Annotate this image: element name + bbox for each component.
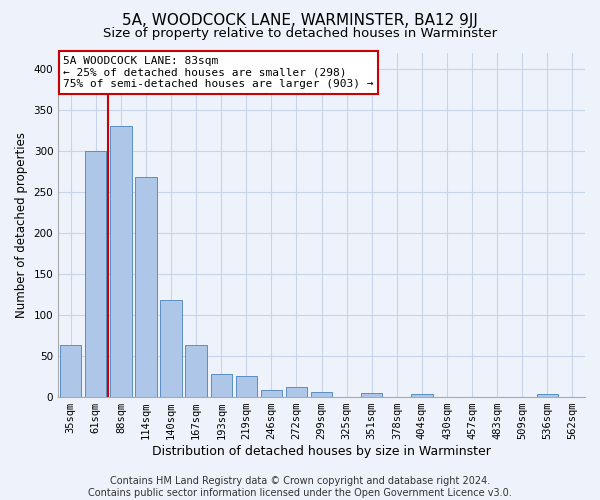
Bar (411, 394, 433, 396)
Bar (286, 387, 307, 396)
Bar (211, 374, 232, 396)
Text: 5A WOODCOCK LANE: 83sqm
← 25% of detached houses are smaller (298)
75% of semi-d: 5A WOODCOCK LANE: 83sqm ← 25% of detache… (64, 56, 374, 89)
Bar (160, 300, 182, 396)
Bar (185, 345, 207, 397)
Bar (361, 394, 382, 396)
Bar (85, 151, 106, 396)
Bar (110, 126, 131, 396)
Bar (60, 345, 82, 397)
Text: 5A, WOODCOCK LANE, WARMINSTER, BA12 9JJ: 5A, WOODCOCK LANE, WARMINSTER, BA12 9JJ (122, 12, 478, 28)
X-axis label: Distribution of detached houses by size in Warminster: Distribution of detached houses by size … (152, 444, 491, 458)
Text: Contains HM Land Registry data © Crown copyright and database right 2024.
Contai: Contains HM Land Registry data © Crown c… (88, 476, 512, 498)
Bar (261, 390, 282, 396)
Bar (236, 376, 257, 396)
Bar (136, 177, 157, 396)
Text: Size of property relative to detached houses in Warminster: Size of property relative to detached ho… (103, 28, 497, 40)
Bar (311, 392, 332, 396)
Bar (537, 394, 558, 396)
Y-axis label: Number of detached properties: Number of detached properties (15, 132, 28, 318)
